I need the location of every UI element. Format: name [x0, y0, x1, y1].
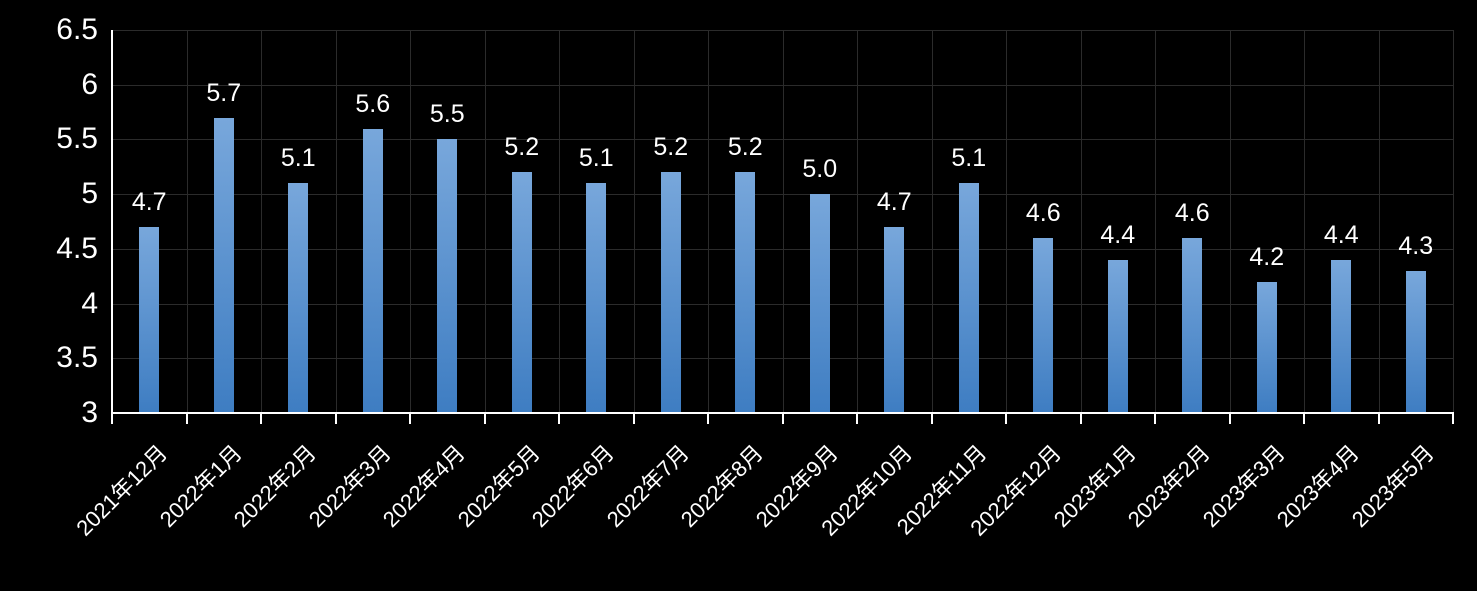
bar-value-label: 5.2 [504, 133, 540, 162]
bar-value-label: 5.5 [429, 100, 465, 129]
bar [1331, 259, 1352, 413]
y-tick-label: 3.5 [56, 341, 98, 375]
gridline-vertical [1006, 30, 1007, 413]
bar-value-label: 5.2 [727, 133, 763, 162]
x-tick-mark [185, 414, 188, 424]
bar [809, 194, 830, 413]
x-tick-mark [632, 414, 635, 424]
y-tick-label: 4.5 [56, 231, 98, 265]
x-tick-mark [856, 414, 858, 424]
y-tick-label: 5 [81, 177, 98, 211]
y-tick-label: 5.5 [56, 122, 98, 156]
gridline-vertical [186, 30, 188, 413]
gridline-vertical [1229, 30, 1231, 413]
gridline-vertical [708, 30, 709, 413]
bar [1405, 270, 1426, 413]
y-tick-label: 6.5 [56, 13, 98, 46]
y-tick-label: 6 [81, 67, 98, 101]
bar [362, 128, 383, 413]
bar [1033, 237, 1054, 413]
bar-value-label: 5.6 [355, 89, 391, 118]
gridline-vertical [1155, 30, 1156, 413]
bar-value-label: 4.4 [1323, 220, 1359, 249]
x-tick-mark [930, 414, 933, 424]
bar [139, 227, 160, 413]
y-tick-label: 4 [81, 286, 98, 320]
gridline-vertical [1378, 30, 1380, 413]
x-tick-mark [111, 414, 113, 424]
bar [958, 183, 979, 413]
bar-value-label: 4.7 [131, 188, 167, 216]
bar-value-label: 5.1 [280, 144, 316, 173]
bar-value-label: 5.1 [578, 144, 614, 173]
x-tick-mark [1452, 414, 1454, 424]
bar [437, 139, 458, 413]
x-tick-mark [1154, 414, 1156, 424]
plot-area: 4.7 5.7 5.1 5.6 5.5 5.2 5.1 5.2 5.2 5.0 4.7 5.1 4.6 4… [112, 30, 1454, 413]
bar [511, 172, 532, 413]
bar [660, 172, 681, 413]
bar [586, 183, 607, 413]
x-tick-label: 2021年12月 [71, 440, 172, 541]
gridline-vertical [633, 30, 635, 413]
x-tick-mark [1005, 414, 1007, 424]
x-tick-mark [1303, 414, 1305, 424]
bar-value-label: 4.6 [1174, 198, 1210, 227]
gridline-vertical [1304, 30, 1305, 413]
bar [884, 227, 905, 413]
bar-value-label: 4.2 [1249, 242, 1285, 271]
x-axis-line [111, 412, 1454, 414]
x-tick-mark [558, 414, 560, 424]
gridline-vertical [559, 30, 560, 413]
gridline-vertical [261, 30, 262, 413]
x-tick-mark [483, 414, 486, 424]
x-tick-mark [707, 414, 709, 424]
x-tick-mark [781, 414, 784, 424]
x-tick-mark [1228, 414, 1231, 424]
x-tick-mark [409, 414, 411, 424]
bar-value-label: 4.4 [1100, 220, 1136, 249]
x-tick-mark [260, 414, 262, 424]
y-axis-line [111, 30, 113, 414]
gridline-vertical [335, 30, 337, 413]
x-tick-mark [334, 414, 337, 424]
bar [213, 117, 234, 413]
gridline-vertical [857, 30, 858, 413]
bar-value-label: 4.6 [1025, 198, 1061, 227]
gridline-vertical [1080, 30, 1082, 413]
bar [1182, 237, 1203, 413]
y-tick-label: 3 [81, 396, 98, 429]
bar-value-label: 4.7 [876, 188, 912, 216]
bar-value-label: 4.3 [1398, 231, 1434, 260]
bar [1107, 259, 1128, 413]
bar-value-label: 5.7 [206, 78, 242, 107]
bar [1256, 281, 1277, 413]
gridline-vertical [931, 30, 933, 413]
gridline-vertical [782, 30, 784, 413]
bar-value-label: 5.2 [653, 133, 689, 162]
gridline-vertical [410, 30, 411, 413]
bar [288, 183, 309, 413]
bar-value-label: 5.1 [951, 144, 987, 173]
bar [735, 172, 756, 413]
gridline-vertical [484, 30, 486, 413]
bar-value-label: 5.0 [802, 155, 838, 184]
x-tick-mark [1079, 414, 1082, 424]
gridline-vertical [1453, 30, 1454, 413]
x-tick-mark [1377, 414, 1380, 424]
